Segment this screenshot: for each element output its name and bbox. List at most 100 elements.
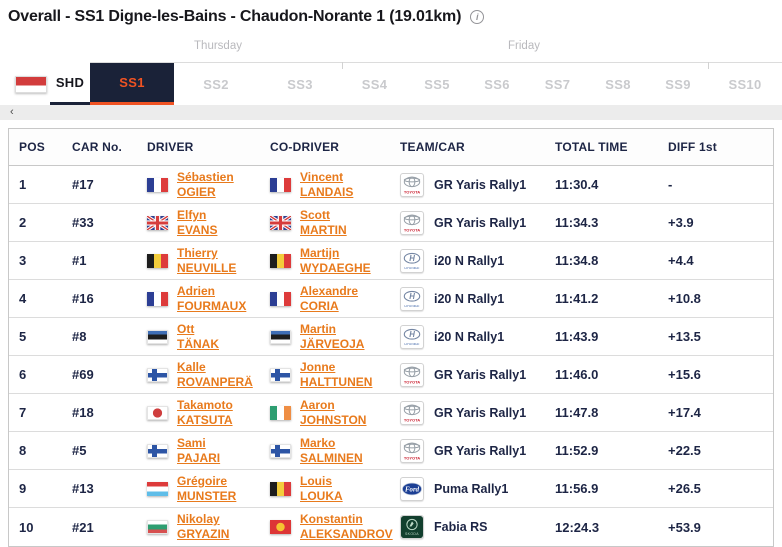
estonia-flag-icon	[147, 329, 168, 344]
tab-ss3[interactable]: SS3	[287, 76, 313, 92]
codriver-first-name: Aaron	[300, 397, 335, 412]
japan-flag-icon	[147, 405, 168, 420]
driver-name-link[interactable]: Grégoire MUNSTER	[177, 474, 236, 503]
codriver-name-link[interactable]: Vincent LANDAIS	[300, 170, 353, 199]
total-time-value: 11:34.8	[555, 253, 599, 268]
diff-first-value: +22.5	[668, 443, 701, 458]
total-time-value: 11:56.9	[555, 481, 599, 496]
codriver-cell: Scott MARTIN	[270, 208, 347, 237]
driver-first-name: Grégoire	[177, 473, 228, 488]
codriver-name-link[interactable]: Alexandre CORIA	[300, 284, 358, 313]
tab-ss6[interactable]: SS6	[484, 76, 510, 92]
codriver-cell: Vincent LANDAIS	[270, 170, 353, 199]
team-cell: SKODA Fabia RS	[400, 515, 488, 539]
driver-cell: Adrien FOURMAUX	[147, 284, 246, 313]
driver-name-link[interactable]: Nikolay GRYAZIN	[177, 512, 229, 541]
driver-name-link[interactable]: Adrien FOURMAUX	[177, 284, 246, 313]
svg-text:SKODA: SKODA	[405, 532, 419, 536]
tab-shd[interactable]: SHD	[50, 63, 90, 105]
driver-name-link[interactable]: Sami PAJARI	[177, 436, 220, 465]
estonia-flag-icon	[270, 329, 291, 344]
driver-cell: Grégoire MUNSTER	[147, 474, 236, 503]
driver-name-link[interactable]: Kalle ROVANPERÄ	[177, 360, 253, 389]
total-time-value: 11:43.9	[555, 329, 599, 344]
hyundai-logo-icon: H HYUNDAI	[400, 324, 424, 349]
table-row: 2 #33 Elfyn EVANS Scott MARTIN TOYOTA GR Yaris …	[9, 204, 773, 242]
codriver-cell: Marko SALMINEN	[270, 436, 363, 465]
info-icon[interactable]: i	[470, 10, 485, 24]
total-time-value: 11:47.8	[555, 405, 599, 420]
day-bracket-line	[90, 62, 782, 63]
codriver-name-link[interactable]: Konstantin ALEKSANDROV	[300, 512, 393, 541]
tab-scroll-band: ‹	[0, 105, 782, 120]
codriver-name-link[interactable]: Scott MARTIN	[300, 208, 347, 237]
tab-ss8[interactable]: SS8	[605, 76, 631, 92]
team-cell: TOYOTA GR Yaris Rally1	[400, 400, 527, 425]
driver-first-name: Kalle	[177, 359, 206, 374]
codriver-name-link[interactable]: Martijn WYDAEGHE	[300, 246, 371, 275]
driver-last-name: PAJARI	[177, 450, 221, 465]
codriver-first-name: Jonne	[300, 359, 336, 374]
driver-name-link[interactable]: Takamoto KATSUTA	[177, 398, 233, 427]
toyota-logo-icon: TOYOTA	[400, 210, 424, 235]
tab-ss7[interactable]: SS7	[544, 76, 571, 92]
codriver-cell: Martin JÄRVEOJA	[270, 322, 364, 351]
diff-first-value: +15.6	[668, 367, 701, 382]
driver-cell: Nikolay GRYAZIN	[147, 512, 229, 541]
car-name: GR Yaris Rally1	[434, 405, 527, 420]
table-row: 3 #1 Thierry NEUVILLE Martijn WYDAEGHE H HYUNDA…	[9, 242, 773, 280]
car-name: Fabia RS	[434, 520, 488, 534]
codriver-name-link[interactable]: Martin JÄRVEOJA	[300, 322, 364, 351]
codriver-name-link[interactable]: Jonne HALTTUNEN	[300, 360, 372, 389]
svg-text:TOYOTA: TOYOTA	[404, 455, 420, 460]
car-number: #1	[72, 253, 87, 268]
tab-ss2[interactable]: SS2	[203, 76, 229, 92]
car-number: #21	[72, 519, 94, 535]
luxembourg-flag-icon	[147, 481, 168, 496]
car-name: i20 N Rally1	[434, 329, 505, 344]
diff-first-value: +26.5	[668, 481, 701, 496]
svg-text:TOYOTA: TOYOTA	[404, 189, 420, 194]
car-name: GR Yaris Rally1	[434, 215, 527, 230]
codriver-last-name: HALTTUNEN	[300, 374, 373, 389]
column-header-co-driver: CO-DRIVER	[270, 140, 340, 154]
driver-first-name: Sami	[177, 435, 206, 450]
total-time-value: 11:46.0	[555, 367, 599, 382]
driver-cell: Sami PAJARI	[147, 436, 220, 465]
car-number: #33	[72, 215, 94, 230]
svg-text:TOYOTA: TOYOTA	[404, 227, 420, 232]
driver-cell: Kalle ROVANPERÄ	[147, 360, 253, 389]
driver-last-name: TÄNAK	[177, 336, 219, 351]
driver-name-link[interactable]: Thierry NEUVILLE	[177, 246, 236, 275]
codriver-name-link[interactable]: Aaron JOHNSTON	[300, 398, 366, 427]
driver-last-name: MUNSTER	[177, 488, 237, 503]
driver-first-name: Adrien	[177, 283, 216, 298]
diff-first-value: +3.9	[668, 215, 694, 230]
driver-last-name: EVANS	[177, 222, 218, 237]
codriver-cell: Jonne HALTTUNEN	[270, 360, 372, 389]
codriver-last-name: SALMINEN	[300, 450, 363, 465]
great-britain-flag-icon	[147, 215, 168, 230]
codriver-first-name: Louis	[300, 473, 332, 488]
svg-text:H: H	[409, 254, 415, 263]
great-britain-flag-icon	[270, 215, 291, 230]
toyota-logo-icon: TOYOTA	[400, 362, 424, 387]
tab-ss5[interactable]: SS5	[424, 76, 450, 92]
scroll-left-arrow[interactable]: ‹	[10, 106, 14, 118]
svg-text:HYUNDAI: HYUNDAI	[404, 342, 419, 346]
car-number: #18	[72, 405, 94, 420]
driver-name-link[interactable]: Elfyn EVANS	[177, 208, 217, 237]
position-value: 7	[19, 405, 27, 420]
tab-ss1[interactable]: SS1	[90, 63, 174, 105]
codriver-name-link[interactable]: Louis LOUKA	[300, 474, 343, 503]
ford-logo-icon: Ford	[400, 476, 424, 501]
driver-name-link[interactable]: Sébastien OGIER	[177, 170, 234, 199]
driver-name-link[interactable]: Ott TÄNAK	[177, 322, 219, 351]
tab-ss4[interactable]: SS4	[361, 76, 388, 92]
svg-text:HYUNDAI: HYUNDAI	[404, 304, 419, 308]
tab-ss10[interactable]: SS10	[728, 76, 762, 92]
position-value: 10	[19, 519, 34, 535]
tab-ss9[interactable]: SS9	[665, 76, 691, 92]
codriver-name-link[interactable]: Marko SALMINEN	[300, 436, 363, 465]
skoda-logo-icon: SKODA	[400, 515, 424, 539]
